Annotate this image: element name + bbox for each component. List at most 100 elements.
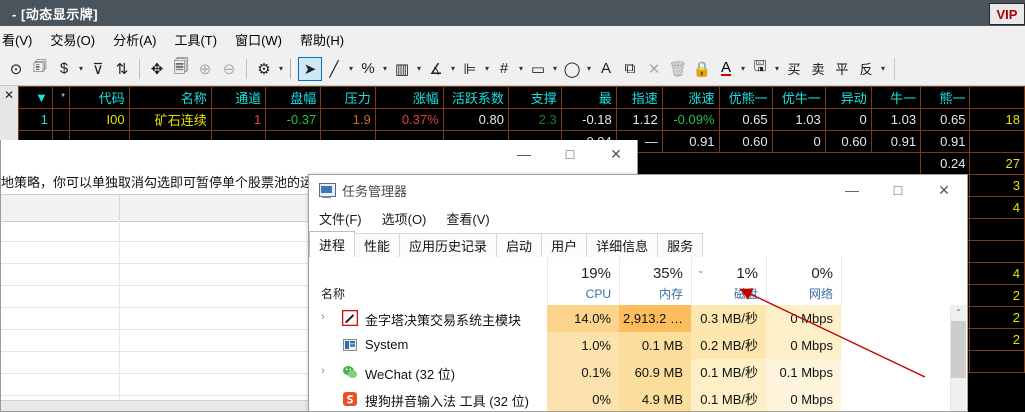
task-manager-menu-view[interactable]: 查看(V)	[446, 211, 490, 227]
col-extra[interactable]	[969, 86, 1025, 109]
pool-col-checkbox[interactable]	[1, 195, 120, 221]
tab-startup[interactable]: 启动	[496, 233, 543, 257]
tab-processes[interactable]: 进程	[309, 231, 356, 257]
pool-row-check[interactable]	[1, 352, 120, 373]
expand-chevron-icon[interactable]: ›	[321, 311, 325, 323]
scroll-up-arrow-icon[interactable]: ⌃	[955, 308, 962, 317]
toolbar-overflow-caret[interactable]: ▾	[880, 64, 885, 73]
zoom-in-icon[interactable]: ⊕	[198, 60, 212, 78]
zoom-out-icon[interactable]: ⊖	[222, 60, 236, 78]
sort-updown-icon[interactable]: ⇅	[115, 60, 129, 78]
menu-item-analysis[interactable]: 分析(A)	[113, 32, 157, 48]
grid-close-icon[interactable]: ✕	[3, 88, 15, 102]
text-tool-icon[interactable]: A	[600, 60, 611, 77]
ellipse-tool-icon[interactable]: ◯	[563, 60, 581, 78]
copy-icon[interactable]: ⧉	[624, 60, 636, 77]
text-lines-icon[interactable]: ⊫	[463, 60, 477, 78]
chevron-down-icon-10[interactable]: ▾	[586, 64, 591, 73]
chevron-down-icon-12[interactable]: ▾	[774, 64, 779, 73]
chevron-down-icon-11[interactable]: ▾	[740, 64, 745, 73]
grid-tool-icon[interactable]: #	[499, 60, 509, 77]
maximize-button[interactable]: □	[565, 146, 575, 162]
col-last[interactable]: 最	[560, 86, 617, 109]
buy-button[interactable]: 买	[787, 62, 801, 77]
channel-tool-icon[interactable]: ▥	[394, 60, 410, 78]
angle-tool-icon[interactable]: ∡	[429, 60, 443, 78]
col-amplitude[interactable]: 盘幅	[265, 86, 322, 109]
col-change-speed[interactable]: 涨速	[661, 86, 720, 109]
percent-tool-icon[interactable]: %	[361, 60, 375, 77]
table-row[interactable]: 搜狗拼音输入法 工具 (32 位) 0% 4.9 MB 0.1 MB/秒 0 M…	[309, 386, 952, 411]
task-manager-menu-options[interactable]: 选项(O)	[381, 211, 427, 227]
col-good-bear-1[interactable]: 优熊一	[718, 86, 773, 109]
pool-row-check[interactable]	[1, 242, 120, 263]
pointer-icon[interactable]: ➤	[298, 56, 322, 81]
column-header-network[interactable]: 0% 网络	[766, 257, 841, 304]
chevron-down-icon-5[interactable]: ▾	[416, 64, 421, 73]
task-manager-menu-file[interactable]: 文件(F)	[319, 211, 362, 227]
tab-users[interactable]: 用户	[541, 233, 588, 257]
table-row[interactable]: 1 I00 矿石连续 1 -0.37 1.9 0.37% 0.80 2.3 -0…	[18, 108, 1025, 131]
chevron-down-icon-3[interactable]: ▾	[348, 64, 353, 73]
close-x-icon[interactable]: ✕	[647, 60, 661, 78]
column-header-cpu[interactable]: 19% CPU	[547, 257, 619, 304]
ruler-icon[interactable]: 🗐	[173, 58, 189, 75]
chevron-down-icon-4[interactable]: ▾	[382, 64, 387, 73]
table-row[interactable]: › WeChat (32 位) 0.1% 60.9 MB 0.1 MB/秒 0.…	[309, 359, 952, 386]
column-header-memory[interactable]: 35% 内存	[619, 257, 691, 304]
chevron-down-icon-6[interactable]: ▾	[450, 64, 455, 73]
gear-icon[interactable]: ⚙	[257, 60, 271, 78]
col-support[interactable]: 支撑	[507, 86, 562, 109]
tab-details[interactable]: 详细信息	[586, 233, 659, 257]
col-index-speed[interactable]: 指速	[615, 86, 663, 109]
line-tool-icon[interactable]: ╱	[329, 60, 339, 78]
trash-icon[interactable]: 🗑	[668, 60, 688, 78]
expand-chevron-icon[interactable]: ›	[321, 365, 325, 377]
pool-row-check[interactable]	[1, 264, 120, 285]
table-row[interactable]: › 金字塔决策交易系统主模块 14.0% 2,913.2 … 0.3 MB/秒 …	[309, 305, 952, 332]
pool-row-check[interactable]	[1, 220, 120, 241]
sell-button[interactable]: 卖	[811, 62, 825, 77]
col-name[interactable]: 名称	[128, 86, 212, 109]
menu-item-help[interactable]: 帮助(H)	[300, 32, 345, 48]
filter-icon[interactable]: ⊽	[92, 60, 104, 78]
close-button[interactable]: ✕	[610, 145, 622, 162]
table-row[interactable]: System 1.0% 0.1 MB 0.2 MB/秒 0 Mbps	[309, 332, 952, 359]
col-channel[interactable]: 通道	[210, 86, 267, 109]
task-manager-maximize-button[interactable]: □	[893, 182, 903, 198]
col-good-bull-1[interactable]: 优牛一	[771, 86, 826, 109]
tab-app-history[interactable]: 应用历史记录	[399, 233, 498, 257]
chevron-down-icon-7[interactable]: ▾	[484, 64, 489, 73]
pool-row-check[interactable]	[1, 308, 120, 329]
chevron-down-icon-2[interactable]: ▾	[278, 64, 283, 73]
pool-col-name[interactable]	[120, 195, 320, 221]
chevron-down-icon-1[interactable]: ▾	[78, 64, 83, 73]
move-icon[interactable]: ✥	[150, 60, 164, 78]
tab-services[interactable]: 服务	[657, 233, 704, 257]
chevron-down-icon-8[interactable]: ▾	[518, 64, 523, 73]
dollar-icon[interactable]: $	[59, 60, 69, 77]
task-manager-minimize-button[interactable]: —	[845, 182, 859, 198]
col-sort-marker[interactable]: ▼	[18, 86, 53, 109]
col-star[interactable]: *	[51, 86, 71, 109]
play-circle-icon[interactable]: ⊙	[9, 60, 23, 78]
scrollbar-thumb[interactable]	[951, 321, 966, 378]
task-manager-scrollbar[interactable]: ⌃	[950, 305, 966, 411]
pool-row-check[interactable]	[1, 374, 120, 395]
col-bull-1[interactable]: 牛一	[870, 86, 922, 109]
document-icon[interactable]: 🗊	[33, 58, 47, 75]
minimize-button[interactable]: —	[517, 146, 531, 162]
lock-icon[interactable]: 🔒	[692, 60, 712, 78]
flat-button[interactable]: 平	[835, 62, 849, 77]
col-abnormal[interactable]: 异动	[824, 86, 872, 109]
col-pressure[interactable]: 压力	[320, 86, 376, 109]
save-icon[interactable]: 🖫	[753, 58, 767, 75]
tab-performance[interactable]: 性能	[354, 233, 401, 257]
col-bear-1[interactable]: 熊一	[920, 86, 971, 109]
task-manager-close-button[interactable]: ✕	[938, 181, 950, 198]
menu-item-view[interactable]: 看(V)	[2, 32, 33, 48]
menu-item-window[interactable]: 窗口(W)	[235, 32, 283, 48]
reverse-button[interactable]: 反	[859, 62, 873, 77]
menu-item-trade[interactable]: 交易(O)	[50, 32, 96, 48]
column-header-name[interactable]: 名称	[321, 287, 346, 301]
